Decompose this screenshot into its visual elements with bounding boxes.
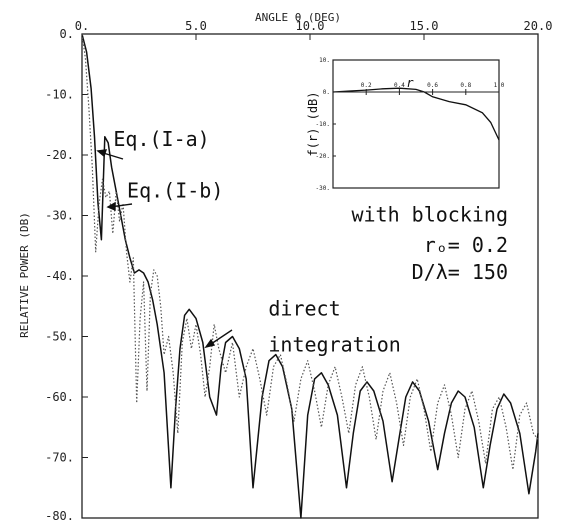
y-tick-label: -50.: [45, 330, 74, 344]
annotation-text: with blocking: [351, 203, 508, 227]
inset-y-tick-label: -10.: [316, 121, 330, 128]
x-axis-label: ANGLE θ (DEG): [255, 11, 341, 24]
arrowhead-direct: [204, 338, 216, 349]
y-tick-label: -80.: [45, 509, 74, 522]
annotation-text: D/λ= 150: [412, 260, 508, 284]
inset-y-tick-label: -30.: [316, 185, 330, 192]
annotation-text: integration: [268, 333, 400, 357]
x-ticks: 0. 5.0 10.0 15.0 20.0: [75, 19, 553, 40]
y-tick-label: -30.: [45, 209, 74, 223]
inset-x-tick-label: 0.2: [361, 82, 372, 89]
series-eq-ia-line: [81, 33, 539, 519]
y-ticks: 0. -10. -20. -30. -40. -50. -60. -70. -80.: [45, 27, 88, 522]
inset-x-tick-label: 0.6: [427, 82, 438, 89]
arrowhead-eq-ib: [106, 201, 116, 212]
annotation-text: Eq.(I-a): [113, 127, 209, 151]
inset-y-tick-label: -20.: [316, 153, 330, 160]
arrowhead-eq-ia: [96, 149, 108, 158]
inset-x-tick-label: 0.8: [460, 82, 471, 89]
series-eq-ib-line: [81, 33, 539, 471]
x-tick-label: 20.0: [524, 19, 553, 33]
series-layer: [81, 33, 539, 519]
annotation-arrows: [96, 149, 233, 349]
inset-y-tick-label: 10.: [319, 57, 330, 64]
inset-x-tick-label: 1.0: [494, 82, 505, 89]
y-tick-label: -10.: [45, 88, 74, 102]
x-tick-label: 0.: [75, 19, 89, 33]
y-tick-label: -60.: [45, 390, 74, 404]
inset-x-label: r: [406, 76, 414, 90]
y-tick-label: -20.: [45, 148, 74, 162]
y-tick-label: -70.: [45, 451, 74, 465]
inset-x-tick-label: 0.4: [394, 82, 405, 89]
x-tick-label: 10.0: [296, 19, 325, 33]
y-axis-label: RELATIVE POWER (DB): [18, 212, 31, 338]
annotations: Eq.(I-a) Eq.(I-b) with blocking rₒ= 0.2 D/λ=…: [113, 127, 508, 357]
annotation-text: direct: [268, 296, 340, 320]
y-tick-label: -40.: [45, 269, 74, 283]
inset-y-label: f(r) (dB): [306, 91, 320, 156]
annotation-text: Eq.(I-b): [127, 178, 223, 202]
y-tick-label: 0.: [60, 27, 74, 41]
annotation-text: rₒ= 0.2: [424, 233, 508, 257]
inset-chart: f(r) (dB) r 0.2 0.4 0.6 0.8 1.0 10. 0. -10. -20…: [306, 57, 505, 192]
inset-frame: [332, 59, 500, 189]
x-tick-label: 5.0: [185, 19, 207, 33]
x-tick-label: 15.0: [410, 19, 439, 33]
inset-y-tick-label: 0.: [323, 89, 330, 96]
